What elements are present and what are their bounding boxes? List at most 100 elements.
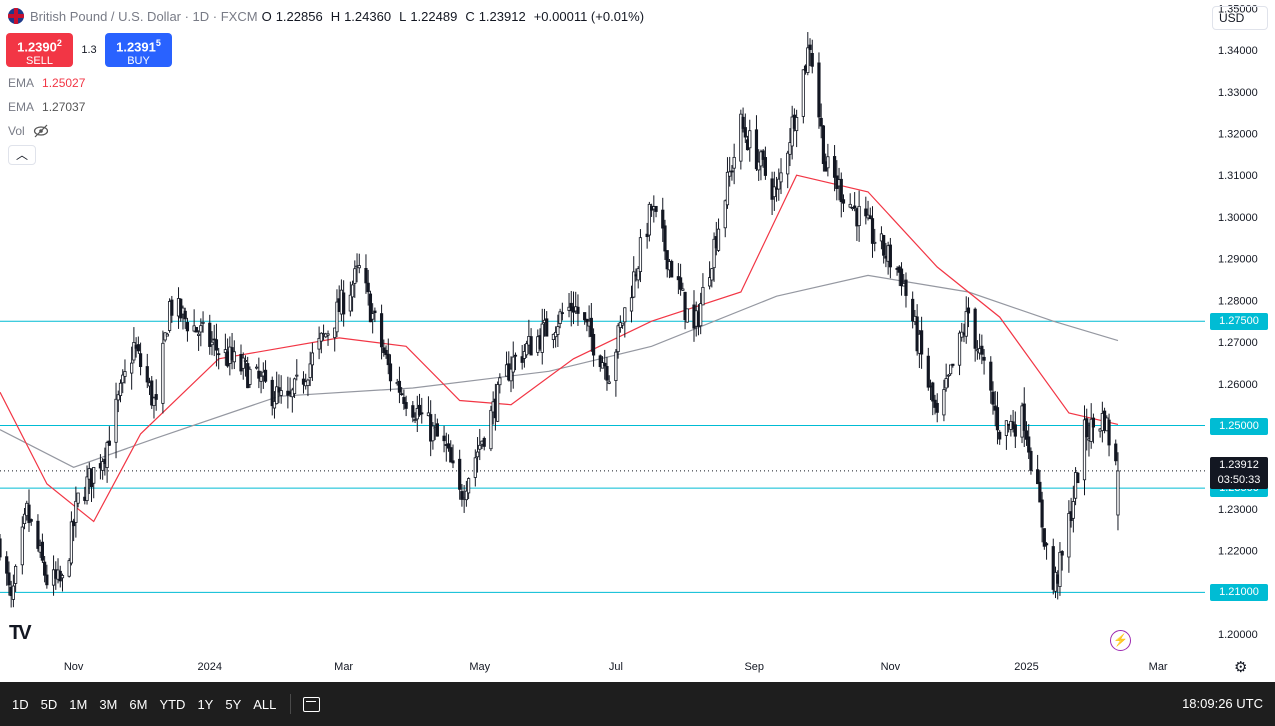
candle	[670, 259, 674, 278]
candle	[150, 376, 154, 409]
candle	[185, 317, 190, 342]
candle	[679, 263, 683, 296]
candle	[888, 237, 892, 279]
candle	[45, 564, 49, 589]
ema-50-value: 1.25027	[42, 76, 86, 90]
settings-gear-icon[interactable]: ⚙	[1234, 659, 1248, 676]
candle	[74, 486, 78, 538]
utc-clock[interactable]: 18:09:26 UTC	[1182, 696, 1263, 711]
candle	[69, 511, 74, 566]
current-price-tag: 1.23912 03:50:33	[1210, 457, 1268, 489]
sell-label: SELL	[26, 55, 53, 68]
sell-price-pip: 2	[56, 38, 62, 48]
ema-50-legend[interactable]: EMA 1.25027	[8, 76, 85, 90]
candle	[605, 356, 609, 391]
gbp-usd-flag-icon	[8, 8, 24, 24]
candle	[739, 109, 743, 170]
candle	[882, 234, 886, 264]
candle	[935, 393, 939, 423]
volume-legend[interactable]: Vol	[8, 124, 49, 138]
currency-selector[interactable]: USD	[1212, 6, 1268, 30]
candle	[620, 322, 625, 329]
candle	[957, 330, 962, 376]
candle	[1042, 528, 1046, 550]
lightning-icon[interactable]: ⚡	[1110, 630, 1131, 651]
candle	[1022, 387, 1026, 447]
low-key: L	[399, 8, 407, 24]
candle	[275, 371, 279, 405]
candle	[489, 405, 493, 452]
sell-button[interactable]: 1.23902 SELL	[6, 33, 73, 67]
eye-hidden-icon[interactable]	[33, 124, 49, 138]
candle	[777, 168, 781, 201]
range-5d-button[interactable]: 5D	[40, 696, 58, 712]
price-tick-label: 1.28000	[1218, 295, 1258, 307]
candle	[348, 281, 352, 317]
calendar-icon[interactable]	[303, 696, 321, 712]
candle	[1071, 485, 1075, 533]
candle	[915, 304, 919, 356]
candle	[832, 145, 837, 192]
candle	[964, 296, 968, 344]
candle	[725, 157, 730, 209]
candle	[663, 219, 667, 260]
range-6m-button[interactable]: 6M	[129, 696, 148, 712]
sell-price: 1.2390	[17, 39, 57, 55]
ema-50-line	[0, 174, 1119, 523]
candle	[136, 336, 140, 354]
high-key: H	[330, 8, 341, 24]
candle	[1058, 542, 1062, 596]
candle	[154, 379, 158, 411]
high-value: 1.24360	[344, 8, 392, 24]
candle	[482, 436, 486, 451]
range-1d-button[interactable]: 1D	[12, 696, 29, 712]
time-tick-label: Nov	[881, 661, 901, 673]
candle	[1082, 405, 1087, 496]
candle	[870, 206, 875, 258]
price-chart[interactable]: 1.200001.210001.220001.230001.240001.250…	[0, 0, 1275, 682]
candle	[810, 39, 814, 74]
candle	[292, 377, 297, 398]
symbol-title[interactable]: British Pound / U.S. Dollar · 1D · FXCM	[30, 8, 258, 24]
candle	[232, 340, 236, 370]
buy-button[interactable]: 1.23915 BUY	[105, 33, 172, 67]
candle	[741, 107, 745, 133]
candle	[920, 316, 924, 369]
chevron-up-icon: ︿	[15, 148, 28, 162]
candle	[163, 332, 167, 343]
candle	[308, 351, 312, 387]
range-ytd-button[interactable]: YTD	[159, 696, 186, 712]
candle	[402, 389, 406, 410]
candle	[14, 564, 18, 593]
candle	[257, 357, 261, 389]
candle	[123, 359, 127, 384]
tradingview-logo[interactable]: TV	[9, 622, 31, 644]
ema-200-legend[interactable]: EMA 1.27037	[8, 100, 85, 114]
range-1m-button[interactable]: 1M	[69, 696, 88, 712]
range-all-button[interactable]: ALL	[253, 696, 277, 712]
candle	[417, 393, 422, 417]
candle	[379, 304, 384, 360]
candle	[1091, 413, 1096, 444]
range-5y-button[interactable]: 5Y	[225, 696, 242, 712]
candle	[350, 280, 355, 312]
candle	[279, 375, 283, 404]
range-1y-button[interactable]: 1Y	[197, 696, 214, 712]
ema-200-name: EMA	[8, 100, 35, 114]
level-tag: 1.25000	[1210, 417, 1268, 435]
candle	[248, 366, 252, 388]
candle	[384, 345, 388, 359]
candle	[223, 333, 227, 366]
collapse-legend-button[interactable]: ︿	[8, 145, 36, 165]
candle	[333, 327, 337, 352]
candle	[754, 115, 759, 171]
candle	[616, 323, 620, 359]
candle	[583, 312, 587, 325]
candle	[36, 514, 40, 552]
candle	[661, 197, 665, 242]
candle	[716, 218, 721, 252]
candle	[67, 558, 71, 578]
candle	[946, 373, 950, 388]
range-3m-button[interactable]: 3M	[99, 696, 118, 712]
candle	[335, 289, 339, 338]
